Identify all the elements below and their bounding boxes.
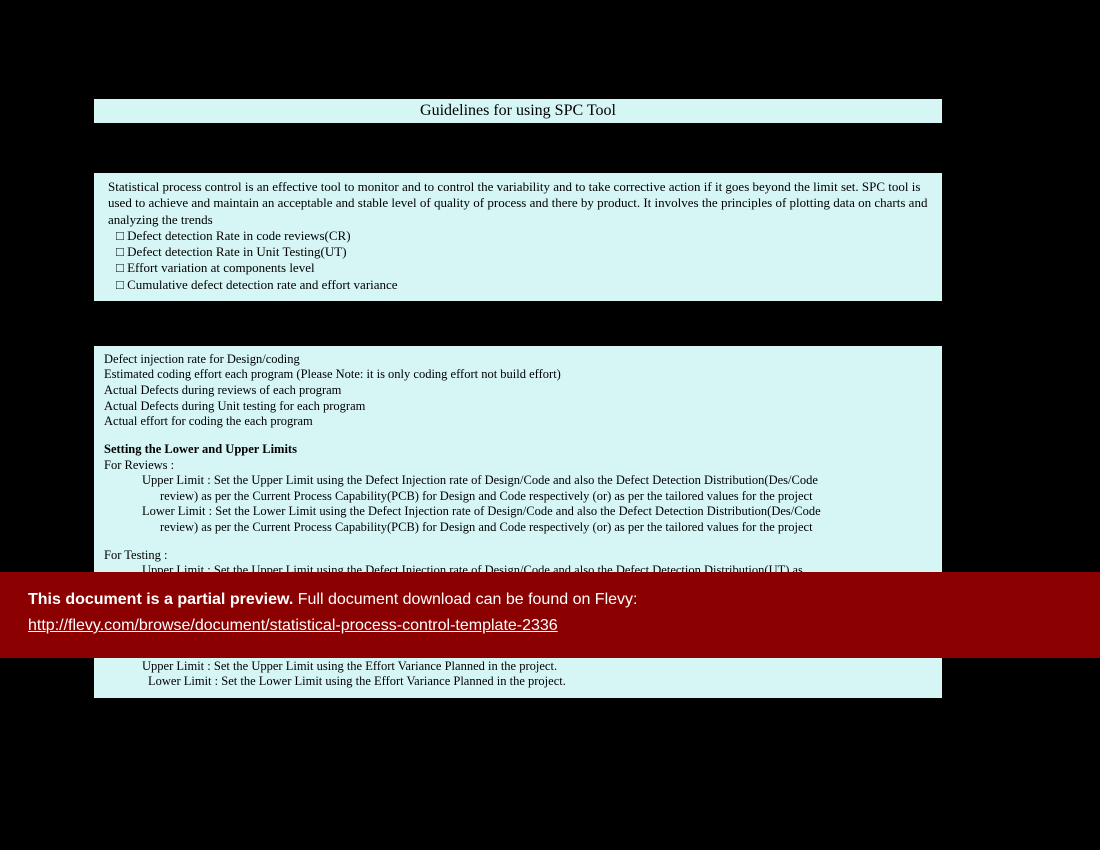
spacer <box>94 301 942 346</box>
input-line: Actual effort for coding the each progra… <box>104 414 932 430</box>
bullet-text: Defect detection Rate in Unit Testing(UT… <box>127 244 346 259</box>
intro-bullet: □ Effort variation at components level <box>108 260 928 276</box>
reviews-lower-line1: Lower Limit : Set the Lower Limit using … <box>104 504 932 520</box>
banner-rest-text: Full document download can be found on F… <box>293 591 637 608</box>
banner-link[interactable]: http://flevy.com/browse/document/statist… <box>28 614 1072 638</box>
page-title: Guidelines for using SPC Tool <box>94 99 942 123</box>
input-line: Defect injection rate for Design/coding <box>104 352 932 368</box>
effort-upper: Upper Limit : Set the Upper Limit using … <box>104 659 932 675</box>
intro-paragraph: Statistical process control is an effect… <box>108 179 928 228</box>
preview-banner: This document is a partial preview. Full… <box>0 572 1100 658</box>
intro-bullet: □ Defect detection Rate in code reviews(… <box>108 228 928 244</box>
limits-heading: Setting the Lower and Upper Limits <box>104 442 932 458</box>
banner-bold-text: This document is a partial preview. <box>28 591 293 608</box>
input-line: Estimated coding effort each program (Pl… <box>104 367 932 383</box>
bullet-text: Defect detection Rate in code reviews(CR… <box>127 228 350 243</box>
input-line: Actual Defects during Unit testing for e… <box>104 399 932 415</box>
intro-section: Statistical process control is an effect… <box>94 173 942 301</box>
input-line: Actual Defects during reviews of each pr… <box>104 383 932 399</box>
intro-bullet: □ Cumulative defect detection rate and e… <box>108 277 928 293</box>
bullet-text: Effort variation at components level <box>127 260 314 275</box>
bullet-text: Cumulative defect detection rate and eff… <box>127 277 397 292</box>
intro-bullet: □ Defect detection Rate in Unit Testing(… <box>108 244 928 260</box>
effort-lower: Lower Limit : Set the Lower Limit using … <box>104 674 932 690</box>
reviews-label: For Reviews : <box>104 458 932 474</box>
reviews-upper-line1: Upper Limit : Set the Upper Limit using … <box>104 473 932 489</box>
testing-label: For Testing : <box>104 548 932 564</box>
reviews-upper-line2: review) as per the Current Process Capab… <box>104 489 932 505</box>
reviews-lower-line2: review) as per the Current Process Capab… <box>104 520 932 536</box>
